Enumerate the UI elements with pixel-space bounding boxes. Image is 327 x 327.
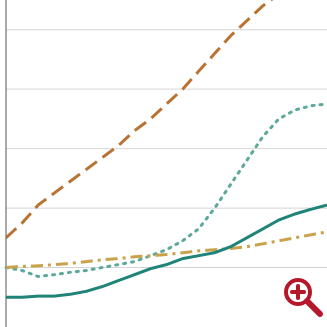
series-line-2-dotted xyxy=(4,102,327,278)
series-line-4-solid xyxy=(6,203,327,299)
series-line-3-dashdot xyxy=(5,230,327,269)
series-line-1-dashed xyxy=(4,0,274,239)
gridlines xyxy=(6,29,327,269)
zoom-in-icon xyxy=(284,278,323,317)
series-lines xyxy=(4,0,327,299)
zoom-in-button[interactable] xyxy=(282,276,324,318)
